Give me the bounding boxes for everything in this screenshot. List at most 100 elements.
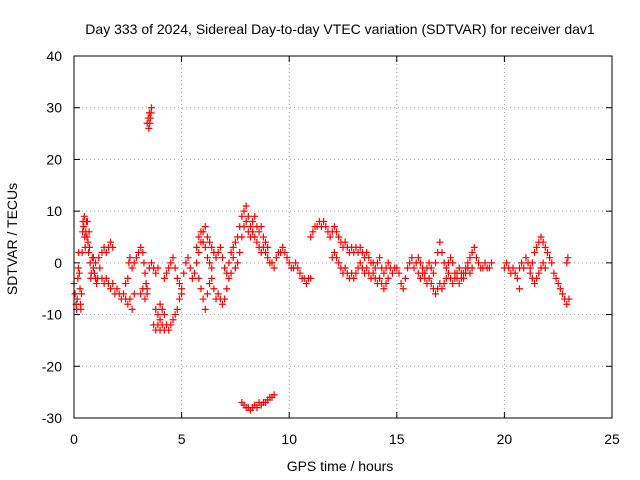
- data-point: [371, 264, 379, 272]
- data-point: [511, 269, 519, 277]
- data-point: [262, 238, 270, 246]
- data-point: [83, 217, 91, 225]
- y-tick-label: 0: [54, 255, 62, 271]
- data-point: [167, 259, 175, 267]
- data-point: [320, 217, 328, 225]
- data-point: [531, 249, 539, 257]
- data-point: [89, 254, 97, 262]
- data-point: [533, 274, 541, 282]
- data-point: [455, 280, 463, 288]
- data-points: [70, 104, 573, 414]
- data-point: [119, 290, 127, 298]
- data-point: [363, 264, 371, 272]
- data-point: [188, 274, 196, 282]
- data-point: [128, 305, 136, 313]
- y-tick-label: -20: [42, 358, 62, 374]
- data-point: [195, 249, 203, 257]
- data-point: [210, 285, 218, 293]
- data-point: [77, 305, 85, 313]
- data-point: [563, 300, 571, 308]
- data-point: [425, 259, 433, 267]
- data-point: [146, 119, 154, 127]
- data-point: [84, 238, 92, 246]
- data-point: [475, 259, 483, 267]
- data-point: [137, 243, 145, 251]
- data-point: [442, 264, 450, 272]
- data-point: [466, 254, 474, 262]
- data-point: [294, 264, 302, 272]
- data-point: [152, 305, 160, 313]
- data-point: [92, 259, 100, 267]
- data-point: [227, 249, 235, 257]
- x-tick-label: 0: [70, 431, 78, 447]
- data-point: [89, 264, 97, 272]
- data-point: [231, 264, 239, 272]
- data-point: [550, 269, 558, 277]
- data-point: [199, 295, 207, 303]
- data-point: [163, 269, 171, 277]
- data-point: [206, 280, 214, 288]
- data-point: [401, 274, 409, 282]
- data-point: [203, 233, 211, 241]
- data-point: [268, 259, 276, 267]
- data-point: [447, 254, 455, 262]
- data-point: [74, 264, 82, 272]
- data-point: [253, 404, 261, 412]
- data-point: [124, 300, 132, 308]
- data-point: [160, 274, 168, 282]
- axis-tick-labels: 0 5 10 15 20 25 -30 -20 -10 0 10 20 30 40: [42, 48, 620, 447]
- data-point: [438, 285, 446, 293]
- data-point: [246, 233, 254, 241]
- data-point: [186, 264, 194, 272]
- data-point: [124, 274, 132, 282]
- data-point: [292, 259, 300, 267]
- data-point: [102, 249, 110, 257]
- data-point: [203, 290, 211, 298]
- data-point: [206, 259, 214, 267]
- x-tick-label: 25: [604, 431, 620, 447]
- data-point: [253, 238, 261, 246]
- data-point: [214, 249, 222, 257]
- data-point: [503, 259, 511, 267]
- data-point: [487, 259, 495, 267]
- data-point: [244, 212, 252, 220]
- data-point: [376, 254, 384, 262]
- data-point: [141, 269, 149, 277]
- data-point: [175, 280, 183, 288]
- data-point: [74, 274, 82, 282]
- data-point: [85, 228, 93, 236]
- data-point: [255, 228, 263, 236]
- y-tick-label: 30: [46, 100, 62, 116]
- data-point: [246, 223, 254, 231]
- data-point: [249, 217, 257, 225]
- data-point: [78, 249, 86, 257]
- data-point: [158, 305, 166, 313]
- data-point: [380, 285, 388, 293]
- data-point: [169, 316, 177, 324]
- data-point: [270, 264, 278, 272]
- data-point: [227, 269, 235, 277]
- data-point: [142, 280, 150, 288]
- data-point: [563, 259, 571, 267]
- data-point: [535, 269, 543, 277]
- data-point: [455, 264, 463, 272]
- data-point: [352, 269, 360, 277]
- data-point: [238, 233, 246, 241]
- data-point: [225, 259, 233, 267]
- data-point: [113, 285, 121, 293]
- data-point: [384, 274, 392, 282]
- data-point: [251, 212, 259, 220]
- data-point: [326, 233, 334, 241]
- data-point: [184, 254, 192, 262]
- data-point: [107, 238, 115, 246]
- data-point: [556, 285, 564, 293]
- data-point: [173, 274, 181, 282]
- data-point: [285, 259, 293, 267]
- data-point: [438, 249, 446, 257]
- data-point: [432, 290, 440, 298]
- data-point: [195, 233, 203, 241]
- data-point: [223, 285, 231, 293]
- data-point: [126, 295, 134, 303]
- data-point: [83, 233, 91, 241]
- data-point: [548, 259, 556, 267]
